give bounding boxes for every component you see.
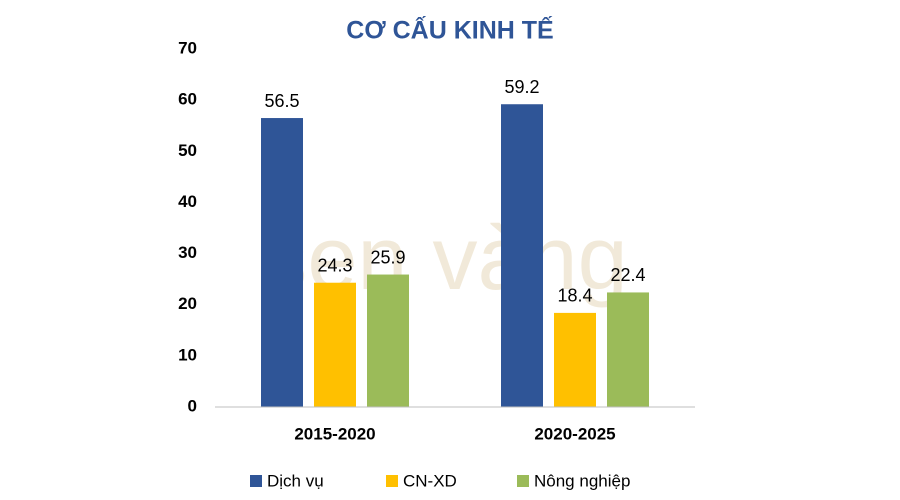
bar [607,292,649,407]
chart-title: CƠ CẤU KINH TẾ [346,16,553,45]
legend-label: CN-XD [403,471,457,490]
y-tick-label: 30 [178,243,197,262]
x-tick-label: 2015-2020 [294,424,375,443]
legend-label: Dịch vụ [267,471,324,490]
data-label: 25.9 [370,247,405,267]
legend-swatch [517,475,529,487]
y-tick-label: 70 [178,38,197,57]
y-tick-label: 10 [178,345,197,364]
data-label: 18.4 [557,286,592,306]
legend-swatch [386,475,398,487]
bar [501,104,543,407]
bar [314,282,356,407]
y-tick-label: 0 [188,396,197,415]
y-tick-label: 50 [178,141,197,160]
bar [367,274,409,407]
legend-swatch [250,475,262,487]
y-tick-label: 60 [178,90,197,109]
y-tick-label: 40 [178,192,197,211]
x-tick-label: 2020-2025 [534,424,615,443]
data-label: 59.2 [504,77,539,97]
bar [554,312,596,407]
legend-label: Nông nghiệp [534,471,630,490]
bar [261,118,303,408]
data-label: 22.4 [610,265,645,285]
data-label: 56.5 [264,91,299,111]
y-tick-label: 20 [178,294,197,313]
data-label: 24.3 [317,255,352,275]
